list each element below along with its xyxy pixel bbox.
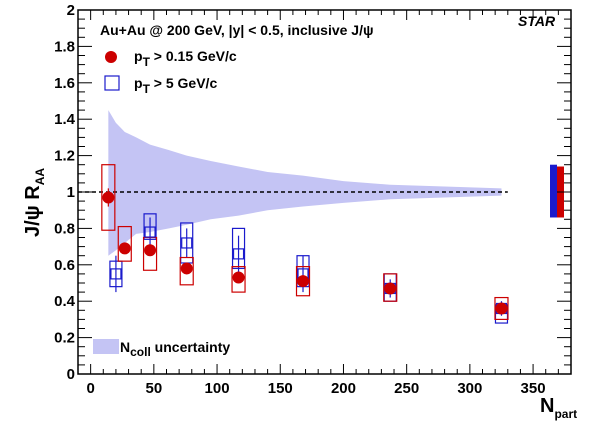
data-point-low-pt (495, 302, 508, 315)
y-tick-label: 1.4 (54, 111, 76, 128)
y-axis-title: J/ψ RAA (22, 168, 47, 237)
legend-label-ncoll: Ncoll uncertainty (120, 339, 230, 359)
sys-box-low-pt (383, 273, 398, 302)
data-point-low-pt (102, 191, 115, 204)
legend-label-low-pt: pT > 0.15 GeV/c (134, 48, 237, 69)
y-tick-label: 0.6 (54, 257, 75, 274)
y-tick-label: 1.2 (54, 148, 75, 165)
sys-box-low-pt (231, 266, 246, 293)
x-tick-label: 300 (457, 380, 482, 397)
legend-marker-ncoll-band (93, 339, 119, 354)
data-point-high-pt (144, 226, 156, 238)
x-tick-label: 100 (205, 380, 230, 397)
ncoll-uncertainty-band-layer (108, 110, 502, 256)
x-axis-title: Npart (540, 395, 577, 421)
sys-box-low-pt (101, 164, 116, 231)
legend: pT > 0.15 GeV/c pT > 5 GeV/c Ncoll uncer… (93, 48, 237, 359)
y-tick-label: 1.6 (54, 75, 75, 92)
legend-marker-high-pt (104, 75, 120, 91)
data-point-low-pt (297, 275, 310, 288)
global-uncertainty-boxes (550, 164, 564, 218)
experiment-label: STAR (518, 13, 556, 29)
x-tick-label: 350 (521, 380, 546, 397)
y-tick-label: 2 (67, 2, 75, 19)
x-tick-label: 200 (331, 380, 356, 397)
y-tick-label: 0 (67, 366, 75, 383)
x-tick-label: 150 (268, 380, 293, 397)
axis-ticks: 0 50 100 150 200 250 300 350 0 0.2 0.4 0.6 0.8 1 1.2 1.… (54, 2, 572, 397)
legend-marker-low-pt (105, 51, 117, 63)
y-tick-label: 0.8 (54, 220, 75, 237)
sys-box-low-pt (295, 266, 311, 297)
data-point-high-pt (232, 248, 245, 260)
sys-box-low-pt (179, 256, 194, 286)
y-tick-label: 0.4 (54, 293, 76, 310)
sys-box-low-pt (117, 225, 132, 262)
y-tick-label: 0.2 (54, 330, 75, 347)
data-points-layer (102, 191, 508, 315)
ncoll-uncertainty-band (108, 110, 502, 256)
data-point-low-pt (118, 242, 131, 255)
y-tick-label: 1.8 (54, 38, 75, 55)
data-point-low-pt (232, 271, 245, 284)
data-point-low-pt (180, 262, 193, 275)
data-point-high-pt (181, 237, 193, 249)
sys-box-low-pt (494, 296, 509, 320)
data-point-low-pt (144, 244, 157, 257)
data-point-low-pt (384, 282, 397, 295)
data-point-high-pt (110, 268, 122, 280)
y-tick-label: 1 (67, 184, 75, 201)
x-tick-label: 50 (146, 380, 163, 397)
x-tick-label: 0 (86, 380, 94, 397)
x-tick-label: 250 (394, 380, 419, 397)
chart-title: Au+Au @ 200 GeV, |y| < 0.5, inclusive J/… (100, 22, 374, 38)
legend-label-high-pt: pT > 5 GeV/c (134, 75, 217, 96)
global-uncertainty-box-high-pt (550, 164, 557, 218)
